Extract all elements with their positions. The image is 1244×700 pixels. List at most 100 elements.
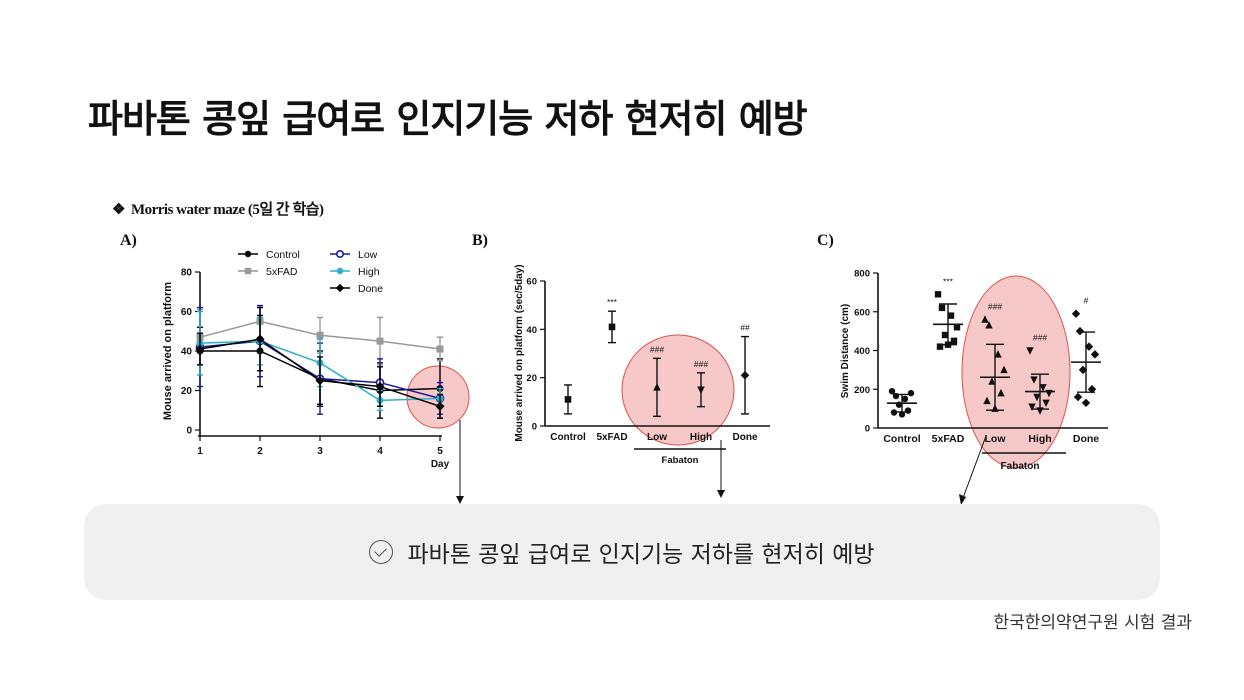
data-point-c bbox=[1090, 350, 1100, 359]
significance-label-b: ## bbox=[740, 323, 750, 333]
legend-marker-Control bbox=[244, 250, 252, 258]
x-tick-label-a: 3 bbox=[317, 446, 323, 457]
y-tick-label-a: 40 bbox=[181, 347, 193, 358]
data-point-Done bbox=[375, 382, 385, 392]
x-axis-label-a: Day bbox=[431, 459, 450, 470]
source-credit: 한국한의약연구원 시험 결과 bbox=[993, 613, 1193, 633]
data-point-c bbox=[936, 343, 944, 350]
y-tick-label-c: 200 bbox=[854, 385, 870, 396]
legend-label-5xFAD: 5xFAD bbox=[266, 266, 298, 278]
arrow-b-head bbox=[717, 490, 725, 498]
data-point-b bbox=[608, 323, 616, 331]
y-tick-label-b: 40 bbox=[526, 325, 537, 336]
data-point-c bbox=[941, 331, 949, 339]
y-axis-label-b: Mouse arrived on platform (sec/5day) bbox=[514, 264, 525, 441]
data-point-c bbox=[1033, 393, 1041, 402]
legend-label-Done: Done bbox=[358, 283, 383, 295]
data-point-Done bbox=[255, 334, 265, 344]
data-point-c bbox=[907, 389, 915, 397]
data-point-c bbox=[1073, 392, 1083, 402]
data-point-b bbox=[564, 396, 572, 403]
check-circle-icon bbox=[369, 540, 394, 564]
data-point-c bbox=[994, 350, 1002, 358]
legend-label-Low: Low bbox=[358, 249, 378, 261]
y-tick-label-c: 800 bbox=[854, 269, 870, 280]
legend-marker-High bbox=[336, 267, 344, 275]
data-point-c bbox=[997, 388, 1005, 397]
x-tick-label-c: Low bbox=[985, 433, 1007, 445]
y-tick-label-a: 20 bbox=[181, 386, 193, 397]
x-tick-label-c: Done bbox=[1073, 433, 1099, 445]
data-point-c bbox=[950, 337, 958, 345]
legend-marker-5xFAD bbox=[244, 267, 252, 275]
conclusion-box: 파바톤 콩잎 급여로 인지기능 저하를 현저히 예방 bbox=[84, 504, 1160, 600]
x-tick-label-a: 5 bbox=[437, 446, 443, 457]
panel-a-label: A) bbox=[120, 232, 137, 249]
arrow-a-head bbox=[456, 496, 464, 504]
data-point-c bbox=[1078, 365, 1088, 375]
data-point-c bbox=[888, 387, 896, 395]
data-point-c bbox=[947, 312, 955, 319]
data-point-c bbox=[934, 291, 942, 298]
x-tick-label-c: Control bbox=[883, 433, 920, 445]
data-point-c bbox=[1081, 398, 1091, 408]
x-tick-label-b: Done bbox=[733, 432, 758, 443]
subtitle-text: Morris water maze (5일 간 학습) bbox=[130, 202, 324, 218]
significance-label-c: ### bbox=[988, 302, 1002, 312]
data-point-c bbox=[1071, 309, 1081, 318]
significance-label-c: ### bbox=[1033, 333, 1047, 343]
x-tick-label-a: 1 bbox=[197, 446, 203, 457]
x-tick-label-b: High bbox=[690, 432, 712, 443]
data-point-c bbox=[901, 395, 909, 403]
legend-marker-Done bbox=[335, 283, 345, 293]
legend-marker-Low bbox=[335, 250, 344, 259]
legend-label-Control: Control bbox=[266, 249, 300, 261]
significance-label-c: *** bbox=[943, 276, 954, 286]
data-point-5xFAD bbox=[376, 337, 384, 345]
y-axis-label-c: Swim Distance (cm) bbox=[840, 304, 851, 398]
data-point-c bbox=[938, 304, 946, 312]
data-point-Done bbox=[195, 344, 205, 354]
data-point-c bbox=[898, 411, 906, 418]
x-tick-label-c: High bbox=[1028, 433, 1051, 445]
y-tick-label-b: 20 bbox=[526, 373, 537, 384]
data-point-b bbox=[653, 383, 661, 391]
y-tick-label-a: 80 bbox=[181, 268, 193, 279]
y-tick-label-c: 600 bbox=[854, 307, 870, 318]
data-point-c bbox=[1084, 342, 1094, 351]
data-point-Done bbox=[315, 376, 325, 386]
significance-label-c: # bbox=[1084, 296, 1089, 306]
y-tick-label-b: 60 bbox=[526, 277, 537, 288]
data-point-c bbox=[1042, 399, 1050, 408]
data-point-c bbox=[904, 407, 912, 414]
y-tick-label-a: 60 bbox=[181, 307, 193, 318]
x-tick-label-a: 4 bbox=[377, 446, 383, 457]
significance-label-b: ### bbox=[650, 344, 664, 354]
data-point-b bbox=[740, 370, 750, 380]
page-title: 파바톤 콩잎 급여로 인지기능 저하 현저히 예방 bbox=[88, 97, 808, 141]
data-point-c bbox=[983, 396, 991, 405]
highlight-circle-b bbox=[621, 334, 735, 446]
y-tick-label-b: 0 bbox=[532, 422, 537, 433]
data-point-c bbox=[1039, 384, 1047, 392]
panel-c-label: C) bbox=[817, 232, 834, 249]
data-point-5xFAD bbox=[316, 331, 324, 339]
data-point-5xFAD bbox=[436, 345, 444, 353]
data-point-Done bbox=[435, 401, 445, 411]
arrow-c-line bbox=[962, 435, 987, 499]
conclusion-text: 파바톤 콩잎 급여로 인지기능 저하를 현저히 예방 bbox=[407, 542, 875, 568]
y-tick-label-c: 0 bbox=[865, 424, 870, 435]
data-point-c bbox=[981, 315, 989, 323]
arrow-c-head bbox=[959, 494, 966, 505]
x-tick-label-b: Low bbox=[647, 432, 667, 443]
legend-label-High: High bbox=[358, 266, 380, 278]
significance-label-b: *** bbox=[607, 297, 618, 307]
significance-label-b: ### bbox=[694, 359, 708, 369]
x-tick-label-c: 5xFAD bbox=[932, 433, 965, 445]
data-point-c bbox=[953, 324, 961, 331]
data-point-b bbox=[697, 386, 705, 395]
y-tick-label-a: 0 bbox=[186, 426, 192, 437]
data-point-c bbox=[1000, 365, 1008, 374]
x-tick-label-b: Control bbox=[550, 432, 586, 443]
